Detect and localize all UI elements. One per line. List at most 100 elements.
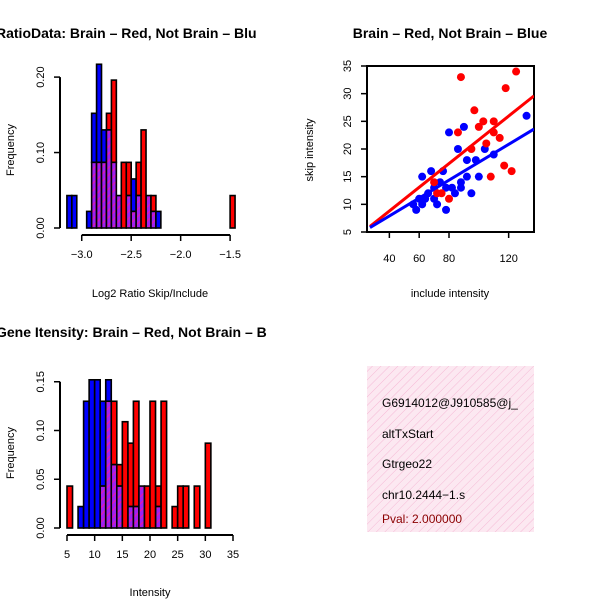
intensity-histogram-bars: [66, 378, 212, 529]
intensity-histogram-ylabel: Frequency: [5, 427, 17, 479]
scatter-point-blue: [445, 128, 454, 137]
intensity-scatter: Brain – Red, Not Brain – Blue 40 60 80 120 5…: [304, 25, 547, 300]
locus-label: chr10.2444−1.s: [382, 488, 465, 502]
intensity-histogram-title: Gene Itensity: Brain – Red, Not Brain – …: [0, 324, 267, 340]
intensity-bar-red: [171, 505, 179, 529]
intensity-bar-red: [110, 400, 118, 466]
scatter-point-blue: [427, 167, 436, 176]
intensity-bar-red: [182, 485, 190, 529]
scatter-point-blue: [456, 178, 465, 187]
intensity-bar-red: [127, 442, 135, 508]
scatter-point-blue: [442, 183, 451, 192]
intensity-bar-overlap: [132, 505, 140, 529]
intensity-histogram-xlabel: Intensity: [130, 587, 171, 599]
ratio-x-tick-label: −1.5: [219, 249, 241, 261]
intensity-bar-blue: [104, 378, 113, 403]
scatter-point-blue: [418, 200, 427, 209]
intensity-bar-red: [132, 400, 140, 508]
scatter-point-blue: [453, 145, 462, 153]
scatter-x-tick-label: 80: [443, 253, 455, 265]
scatter-point-red: [482, 139, 491, 148]
scatter-fit-line-red: [369, 94, 534, 228]
intensity-bar-red: [204, 442, 212, 529]
ratio-x-tick-label: −2.5: [120, 249, 142, 261]
intensity-bar-overlap: [110, 463, 118, 529]
ratio-bar-red: [150, 194, 157, 213]
intensity-bar-blue: [88, 378, 96, 529]
scatter-point-red: [500, 161, 509, 170]
scatter-y-tick-label: 35: [342, 60, 354, 72]
scatter-point-red: [495, 133, 504, 142]
intensity-bar-red: [149, 400, 157, 529]
intensity-bar-red: [154, 485, 162, 508]
scatter-point-red: [512, 67, 521, 76]
intensity-bar-red: [66, 485, 74, 529]
intensity-bar-red: [143, 485, 151, 529]
intensity-y-tick-label: 0.10: [35, 420, 47, 441]
scatter-marks: [369, 67, 534, 229]
ratio-y-tick-label: 0.00: [35, 217, 47, 238]
intensity-x-tick-label: 10: [89, 549, 101, 561]
intensity-bar-blue: [99, 400, 107, 487]
intensity-histogram: Gene Itensity: Brain – Red, Not Brain – …: [0, 324, 267, 599]
intensity-bar-blue: [93, 378, 101, 529]
ratio-histogram-xlabel: Log2 Ratio Skip/Include: [92, 288, 208, 300]
pval-label: Pval: 2.000000: [382, 512, 462, 526]
scatter-point-red: [470, 106, 479, 115]
scatter-axes: 40 60 80 120 5 10 15 20 25 30 35: [342, 60, 518, 265]
ratio-histogram-title: RatioData: Brain – Red, Not Brain – Blu: [0, 25, 257, 41]
scatter-point-red: [456, 73, 465, 82]
ratio-bar-blue: [71, 194, 78, 229]
scatter-point-red: [453, 128, 462, 137]
ratio-bar-red: [229, 194, 236, 229]
intensity-bar-blue: [77, 505, 85, 529]
scatter-point-red: [479, 117, 488, 126]
ratio-histogram-bars: [66, 63, 236, 229]
ratio-y-tick-label: 0.20: [35, 66, 47, 87]
ratio-histogram-ylabel: Frequency: [5, 124, 17, 176]
intensity-bar-overlap: [99, 485, 107, 529]
intensity-bar-blue: [82, 400, 90, 529]
scatter-point-blue: [462, 156, 471, 165]
ratio-histogram-axes: −3.0 −2.5 −2.0 −1.5 0.00 0.10 0.20: [35, 66, 241, 261]
scatter-point-red: [474, 122, 483, 131]
intensity-bar-red: [121, 420, 129, 529]
scatter-y-tick-label: 25: [342, 115, 354, 127]
scatter-point-red: [445, 194, 454, 203]
intensity-bar-red: [193, 485, 201, 529]
scatter-point-blue: [474, 172, 483, 181]
gene-name-label: Gtrgeo22: [382, 457, 432, 471]
ratio-bar-red: [110, 79, 118, 164]
intensity-y-tick-label: 0.00: [35, 517, 47, 538]
ratio-histogram: RatioData: Brain – Red, Not Brain – Blu …: [0, 25, 257, 300]
intensity-y-tick-label: 0.15: [35, 371, 47, 392]
info-panel-background: [367, 366, 534, 532]
ratio-bar-red: [140, 129, 147, 229]
intensity-histogram-axes: 5 10 15 20 25 30 35 0.00 0.05 0.10 0.15: [35, 371, 239, 561]
scatter-point-blue: [412, 205, 421, 214]
ratio-y-tick-label: 0.10: [35, 142, 47, 163]
event-type-label: altTxStart: [382, 427, 434, 441]
scatter-point-blue: [418, 172, 427, 181]
intensity-y-tick-label: 0.05: [35, 469, 47, 490]
scatter-x-tick-label: 120: [499, 253, 517, 265]
scatter-xlabel: include intensity: [411, 288, 490, 300]
scatter-point-red: [489, 117, 498, 126]
intensity-x-tick-label: 35: [227, 549, 239, 561]
scatter-point-blue: [459, 122, 468, 131]
scatter-x-tick-label: 60: [413, 253, 425, 265]
intensity-x-tick-label: 5: [64, 549, 70, 561]
scatter-point-red: [486, 172, 495, 181]
ratio-x-tick-label: −2.0: [170, 249, 192, 261]
scatter-y-tick-label: 5: [342, 229, 354, 235]
intensity-bar-red: [116, 463, 124, 487]
intensity-bar-red: [176, 485, 185, 529]
scatter-point-red: [501, 84, 510, 93]
intensity-bar-overlap: [138, 485, 146, 529]
scatter-point-blue: [522, 111, 531, 120]
scatter-x-tick-label: 40: [383, 253, 395, 265]
scatter-point-blue: [442, 205, 451, 214]
scatter-point-red: [437, 189, 446, 198]
scatter-point-blue: [467, 189, 476, 198]
